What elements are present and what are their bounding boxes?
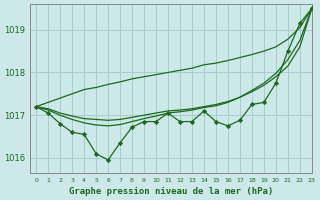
X-axis label: Graphe pression niveau de la mer (hPa): Graphe pression niveau de la mer (hPa) <box>69 187 273 196</box>
